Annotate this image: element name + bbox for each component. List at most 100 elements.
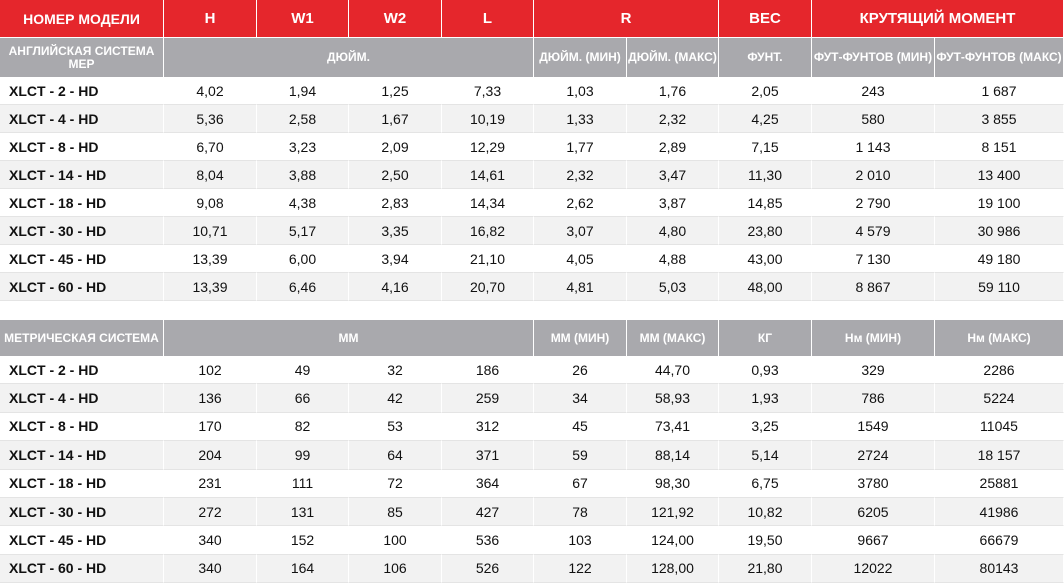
table-cell: 85	[349, 497, 442, 527]
header-w1: W1	[257, 0, 349, 37]
model-cell: XLCT - 18 - HD	[0, 189, 164, 217]
table-cell: 14,34	[442, 189, 534, 217]
table-cell: 1,76	[627, 77, 719, 105]
table-cell: 170	[164, 412, 257, 442]
table-cell: 99	[257, 441, 349, 470]
table-cell: 1,25	[349, 77, 442, 105]
table-cell: 23,80	[719, 217, 812, 245]
table-cell: 48,00	[719, 273, 812, 301]
table-cell: 3,94	[349, 245, 442, 273]
table-cell: 5,36	[164, 105, 257, 133]
table-cell: 152	[257, 526, 349, 555]
table-cell: 32	[349, 356, 442, 385]
table-cell: 10,71	[164, 217, 257, 245]
table-cell: 122	[534, 554, 627, 584]
table-cell: 2,32	[534, 161, 627, 189]
model-cell: XLCT - 45 - HD	[0, 526, 164, 555]
table-row: XLCT - 45 - HD 340 152 100 536 103 124,00 19,50…	[0, 526, 1064, 555]
metric-weight-label: КГ	[719, 319, 812, 356]
table-cell: 100	[349, 526, 442, 555]
table-cell: 259	[442, 384, 534, 413]
model-cell: XLCT - 2 - HD	[0, 77, 164, 105]
table-cell: 1,77	[534, 133, 627, 161]
metric-label: МЕТРИЧЕСКАЯ СИСТЕМА	[0, 319, 164, 356]
table-cell: 3 855	[935, 105, 1064, 133]
metric-torque-min-label: Нм (МИН)	[812, 319, 935, 356]
table-row: XLCT - 30 - HD 272 131 85 427 78 121,92 10,82 62…	[0, 497, 1064, 527]
table-cell: 6205	[812, 497, 935, 527]
table-cell: 53	[349, 412, 442, 442]
table-cell: 13,39	[164, 273, 257, 301]
table-cell: 18 157	[935, 441, 1064, 470]
model-cell: XLCT - 14 - HD	[0, 441, 164, 470]
header-row: НОМЕР МОДЕЛИ H W1 W2 L R ВЕС КРУТЯЩИЙ МО…	[0, 0, 1064, 37]
table-cell: 42	[349, 384, 442, 413]
table-cell: 4 579	[812, 217, 935, 245]
table-cell: 272	[164, 497, 257, 527]
table-cell: 8 867	[812, 273, 935, 301]
model-cell: XLCT - 8 - HD	[0, 412, 164, 442]
metric-r-max-label: ММ (МАКС)	[627, 319, 719, 356]
table-cell: 106	[349, 554, 442, 584]
table-cell: 25881	[935, 469, 1064, 498]
table-cell: 4,38	[257, 189, 349, 217]
section-gap	[0, 301, 1064, 319]
table-cell: 4,05	[534, 245, 627, 273]
table-cell: 58,93	[627, 384, 719, 413]
table-cell: 2,05	[719, 77, 812, 105]
table-cell: 45	[534, 412, 627, 442]
table-cell: 59 110	[935, 273, 1064, 301]
table-cell: 0,93	[719, 356, 812, 385]
table-cell: 6,70	[164, 133, 257, 161]
table-cell: 7,15	[719, 133, 812, 161]
table-cell: 14,85	[719, 189, 812, 217]
table-cell: 164	[257, 554, 349, 584]
table-cell: 1,93	[719, 384, 812, 413]
table-cell: 536	[442, 526, 534, 555]
table-cell: 4,80	[627, 217, 719, 245]
table-cell: 371	[442, 441, 534, 470]
table-cell: 8,04	[164, 161, 257, 189]
table-cell: 6,46	[257, 273, 349, 301]
table-row: XLCT - 14 - HD 8,04 3,88 2,50 14,61 2,32 3,47 1…	[0, 161, 1064, 189]
table-cell: 49 180	[935, 245, 1064, 273]
table-cell: 186	[442, 356, 534, 385]
table-row: XLCT - 2 - HD 4,02 1,94 1,25 7,33 1,03 1,76 2,0…	[0, 77, 1064, 105]
table-cell: 1,03	[534, 77, 627, 105]
table-row: XLCT - 14 - HD 204 99 64 371 59 88,14 5,14 2724 1…	[0, 441, 1064, 470]
table-cell: 1 687	[935, 77, 1064, 105]
table-cell: 82	[257, 412, 349, 442]
model-cell: XLCT - 14 - HD	[0, 161, 164, 189]
table-cell: 10,19	[442, 105, 534, 133]
table-cell: 26	[534, 356, 627, 385]
imperial-torque-max-label: ФУТ-ФУНТОВ (МАКС)	[935, 37, 1064, 77]
table-cell: 1,33	[534, 105, 627, 133]
metric-mm-label: ММ	[164, 319, 534, 356]
table-cell: 3780	[812, 469, 935, 498]
table-cell: 21,80	[719, 554, 812, 584]
table-cell: 9667	[812, 526, 935, 555]
table-cell: 20,70	[442, 273, 534, 301]
table-cell: 13 400	[935, 161, 1064, 189]
table-cell: 3,87	[627, 189, 719, 217]
table-cell: 2,32	[627, 105, 719, 133]
table-cell: 103	[534, 526, 627, 555]
table-row: XLCT - 2 - HD 102 49 32 186 26 44,70 0,93 329 228…	[0, 356, 1064, 385]
table-cell: 364	[442, 469, 534, 498]
table-cell: 16,82	[442, 217, 534, 245]
table-cell: 64	[349, 441, 442, 470]
table-cell: 3,88	[257, 161, 349, 189]
table-cell: 3,23	[257, 133, 349, 161]
model-cell: XLCT - 8 - HD	[0, 133, 164, 161]
table-cell: 30 986	[935, 217, 1064, 245]
table-cell: 340	[164, 526, 257, 555]
table-cell: 231	[164, 469, 257, 498]
metric-torque-max-label: Нм (МАКС)	[935, 319, 1064, 356]
table-cell: 526	[442, 554, 534, 584]
table-cell: 427	[442, 497, 534, 527]
table-cell: 1,67	[349, 105, 442, 133]
table-row: XLCT - 4 - HD 136 66 42 259 34 58,93 1,93 786 522…	[0, 384, 1064, 413]
table-cell: 102	[164, 356, 257, 385]
imperial-label: АНГЛИЙСКАЯ СИСТЕМА МЕР	[0, 37, 164, 77]
